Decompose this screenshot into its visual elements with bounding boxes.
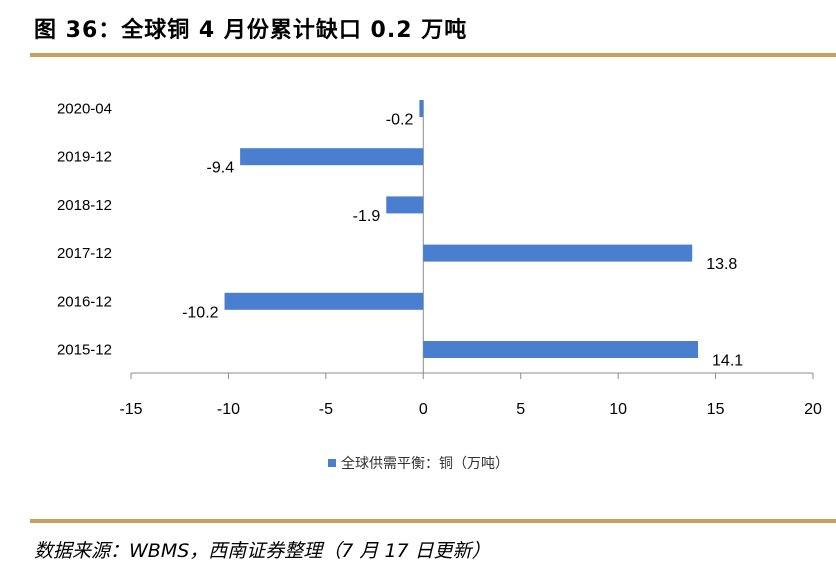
x-tick-label: 0 bbox=[419, 401, 428, 418]
x-tick-label: 20 bbox=[804, 401, 822, 418]
legend-label: 全球供需平衡：铜（万吨） bbox=[341, 455, 509, 472]
bar-2015-12 bbox=[423, 341, 699, 358]
x-tick-label: -15 bbox=[119, 401, 142, 418]
category-label: 2017-12 bbox=[57, 245, 112, 262]
data-label: -10.2 bbox=[182, 304, 219, 321]
data-label: 13.8 bbox=[706, 256, 737, 273]
x-tick-label: -10 bbox=[217, 401, 240, 418]
x-tick-label: -5 bbox=[319, 401, 333, 418]
category-label: 2015-12 bbox=[57, 342, 112, 359]
x-tick-label: 15 bbox=[707, 401, 725, 418]
bar-2019-12 bbox=[240, 148, 424, 166]
bottom-divider bbox=[30, 519, 836, 523]
category-label: 2019-12 bbox=[57, 149, 112, 166]
data-label: -9.4 bbox=[207, 160, 235, 177]
bar-2020-04 bbox=[419, 100, 424, 117]
data-label: -1.9 bbox=[353, 208, 381, 225]
legend-swatch bbox=[328, 459, 336, 467]
bar-2017-12 bbox=[423, 244, 693, 262]
top-divider bbox=[30, 53, 836, 57]
chart-title: 图 36：全球铜 4 月份累计缺口 0.2 万吨 bbox=[34, 18, 468, 43]
category-label: 2018-12 bbox=[57, 197, 112, 214]
source-note: 数据来源：WBMS，西南证券整理（7 月 17 日更新） bbox=[34, 540, 491, 562]
x-tick-label: 10 bbox=[609, 401, 627, 418]
data-label: 14.1 bbox=[712, 353, 743, 370]
bar-2018-12 bbox=[386, 196, 424, 214]
data-label: -0.2 bbox=[386, 112, 414, 129]
bar-chart: 2020-04 -0.2 2019-12 -9.4 2018-12 -1.9 2017-12… bbox=[57, 100, 822, 472]
bar-2016-12 bbox=[224, 292, 424, 310]
category-label: 2020-04 bbox=[57, 101, 112, 118]
x-tick-label: 5 bbox=[516, 401, 525, 418]
category-label: 2016-12 bbox=[57, 293, 112, 310]
